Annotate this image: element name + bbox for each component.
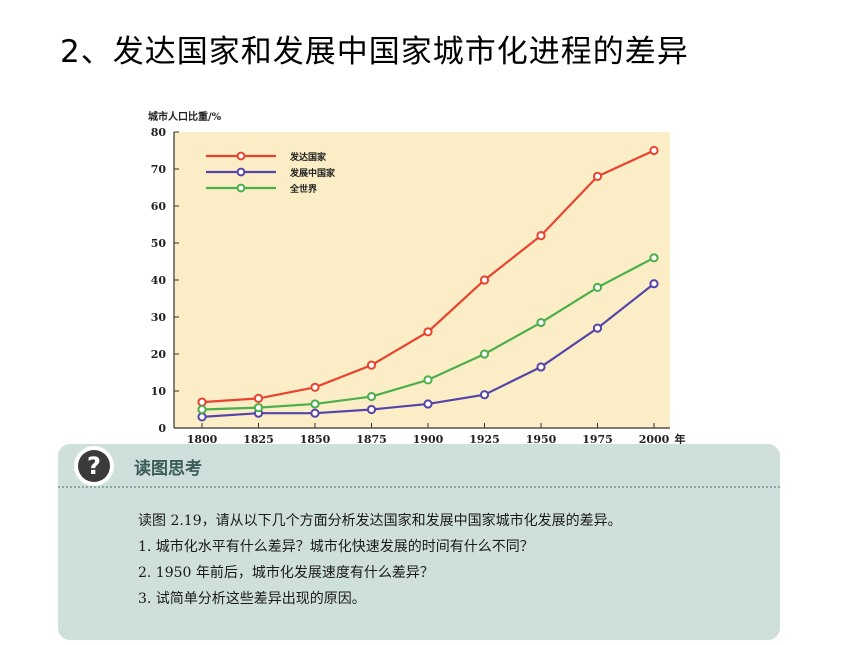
panel-line-question-2: 2. 1950 年前后，城市化发展速度有什么差异？ <box>138 565 434 581</box>
y-tick-label: 70 <box>151 163 167 176</box>
y-tick-label: 60 <box>151 200 167 213</box>
legend-label-2: 全世界 <box>289 183 317 195</box>
data-point <box>479 349 490 359</box>
data-point <box>423 375 433 385</box>
panel-heading: 读图思考 <box>134 459 202 479</box>
x-tick-label: 1975 <box>582 433 613 446</box>
data-point <box>536 362 546 372</box>
slide-title: 2、发达国家和发展中国家城市化进程的差异 <box>60 34 689 70</box>
question-mark-icon: ? <box>74 446 114 486</box>
data-point <box>197 397 207 407</box>
data-point <box>423 399 433 409</box>
data-point <box>649 145 659 156</box>
x-tick-label: 1850 <box>300 433 331 446</box>
y-tick-label: 50 <box>151 237 167 250</box>
legend-marker-0 <box>236 151 246 161</box>
data-point <box>197 404 207 415</box>
data-point <box>536 317 546 328</box>
data-point <box>592 323 603 333</box>
y-tick-label: 30 <box>151 311 167 324</box>
x-tick-label: 1825 <box>243 433 274 446</box>
data-point <box>479 275 490 285</box>
y-tick-label: 0 <box>158 422 166 435</box>
x-tick-label: 1800 <box>187 433 218 446</box>
y-tick-label: 40 <box>151 274 167 287</box>
data-point <box>310 399 320 409</box>
data-point <box>649 279 659 289</box>
data-point <box>366 404 377 415</box>
data-point <box>366 360 377 370</box>
legend-marker-2 <box>236 183 246 193</box>
data-point <box>536 231 546 241</box>
data-point <box>423 327 433 337</box>
x-tick-label: 1950 <box>526 433 557 446</box>
panel-header: ? 读图思考 <box>58 444 780 488</box>
y-tick-label: 80 <box>151 126 167 139</box>
panel-line-question-3: 3. 试简单分析这些差异出现的原因。 <box>138 591 366 607</box>
y-axis-label: 城市人口比重/% <box>148 110 222 123</box>
data-point <box>253 403 264 413</box>
data-point <box>197 412 207 422</box>
legend-label-1: 发展中国家 <box>289 167 336 179</box>
x-tick-label: 1925 <box>469 433 500 446</box>
y-tick-label: 20 <box>151 348 167 361</box>
panel-line-question-1: 1. 城市化水平有什么差异？城市化快速发展的时间有什么不同？ <box>138 539 534 555</box>
x-tick-label: 1875 <box>356 433 387 446</box>
x-axis-unit: 年 <box>675 432 686 446</box>
y-tick-label: 10 <box>151 385 167 398</box>
chart-svg: 0 10 20 30 40 50 60 70 80 1800 1825 1850 1875 1900 192… <box>148 110 686 446</box>
reading-exercise-panel: ? 读图思考 读图 2.19，请从以下几个方面分析发达国家和发展中国家城市化发展… <box>58 444 780 640</box>
data-point <box>649 253 659 263</box>
plot-area <box>174 132 670 428</box>
legend-marker-1 <box>236 167 246 177</box>
panel-line-intro: 读图 2.19，请从以下几个方面分析发达国家和发展中国家城市化发展的差异。 <box>138 513 622 529</box>
data-point <box>310 408 320 418</box>
question-mark-glyph: ? <box>78 450 110 482</box>
legend-label-0: 发达国家 <box>289 151 327 163</box>
data-point <box>253 393 264 403</box>
data-point <box>366 391 377 402</box>
panel-body: 读图 2.19，请从以下几个方面分析发达国家和发展中国家城市化发展的差异。 1.… <box>138 508 768 612</box>
urbanization-line-chart: 0 10 20 30 40 50 60 70 80 1800 1825 1850 1875 1900 192… <box>140 106 700 450</box>
x-tick-label: 2000 <box>639 433 670 446</box>
x-tick-label: 1900 <box>413 433 444 446</box>
data-point <box>310 382 320 392</box>
data-point <box>592 171 603 182</box>
data-point <box>592 282 603 292</box>
data-point <box>479 390 490 400</box>
